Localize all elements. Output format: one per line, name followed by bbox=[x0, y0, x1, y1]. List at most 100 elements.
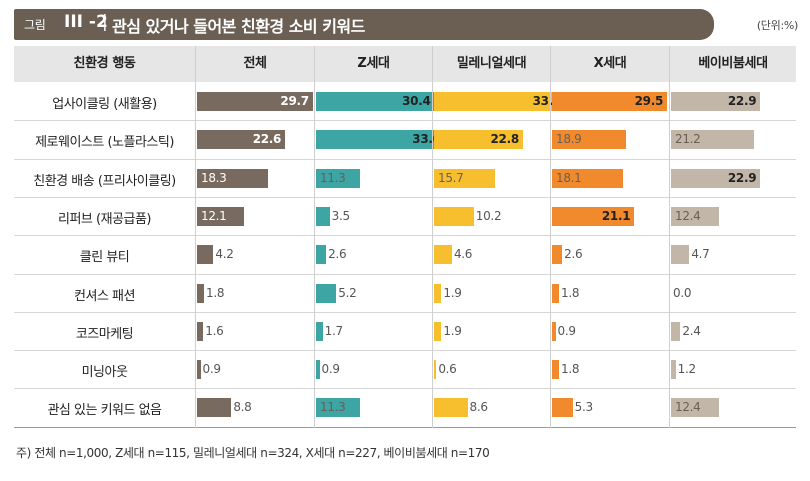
row-label: 컨셔스 패션 bbox=[74, 289, 135, 304]
bar bbox=[552, 245, 563, 264]
unit-label: (단위:%) bbox=[756, 19, 798, 32]
column-divider bbox=[314, 46, 315, 428]
bar bbox=[552, 169, 623, 188]
data-label: 2.6 bbox=[564, 247, 583, 261]
data-label: 4.7 bbox=[691, 247, 710, 261]
data-label: 8.8 bbox=[233, 400, 252, 414]
bar bbox=[434, 130, 523, 149]
bar bbox=[316, 130, 445, 149]
data-label: 0.0 bbox=[673, 286, 692, 300]
row-label: 친환경 배송 (프리사이클링) bbox=[33, 174, 176, 189]
bar bbox=[197, 284, 205, 303]
bar bbox=[552, 322, 556, 341]
bar bbox=[671, 207, 720, 226]
data-label: 8.6 bbox=[469, 400, 488, 414]
bar bbox=[197, 92, 313, 111]
row-label: 클린 뷰티 bbox=[79, 250, 130, 265]
column-divider bbox=[195, 46, 196, 428]
data-label: 1.2 bbox=[677, 362, 696, 376]
data-label: 29.5 bbox=[634, 94, 664, 108]
data-label: 3.5 bbox=[331, 209, 350, 223]
bar bbox=[552, 130, 626, 149]
column-header-4: 베이비붐세대 bbox=[698, 56, 768, 71]
table-bottom-rule bbox=[14, 427, 796, 428]
data-label: 1.9 bbox=[443, 324, 462, 338]
bar bbox=[316, 207, 330, 226]
data-label: 18.1 bbox=[556, 171, 582, 185]
data-label: 4.6 bbox=[453, 247, 473, 261]
row-label: 코즈마케팅 bbox=[75, 327, 134, 342]
column-divider bbox=[550, 46, 551, 428]
data-label: 29.7 bbox=[280, 94, 309, 108]
bar bbox=[671, 322, 681, 341]
row-label: 관심 있는 키워드 없음 bbox=[47, 403, 162, 418]
bar bbox=[197, 245, 214, 264]
data-label: 0.9 bbox=[202, 362, 221, 376]
figure-label: 그림 bbox=[24, 18, 46, 32]
data-label: 30.4 bbox=[402, 94, 431, 108]
bar bbox=[671, 169, 761, 188]
bar bbox=[552, 398, 573, 417]
row-divider bbox=[14, 159, 796, 160]
data-label: 1.9 bbox=[443, 286, 462, 300]
figure-title-bar: 그림 III -2 | 관심 있거나 들어본 친환경 소비 키워드 bbox=[14, 9, 714, 40]
bar bbox=[671, 245, 690, 264]
column-divider bbox=[432, 46, 433, 428]
data-label: 18.3 bbox=[201, 171, 227, 185]
row-label: 업사이클링 (새활용) bbox=[52, 97, 157, 112]
data-label: 22.9 bbox=[727, 171, 757, 185]
data-label: 0.9 bbox=[557, 324, 576, 338]
bar bbox=[552, 207, 635, 226]
data-label: 5.2 bbox=[338, 286, 357, 300]
data-label: 12.1 bbox=[201, 209, 227, 223]
row-divider bbox=[14, 120, 796, 121]
bar bbox=[552, 92, 668, 111]
title-separator: | bbox=[102, 12, 108, 32]
data-label: 18.9 bbox=[556, 132, 582, 146]
data-label: 2.6 bbox=[328, 247, 347, 261]
bar bbox=[434, 360, 437, 379]
row-divider bbox=[14, 388, 796, 389]
bar bbox=[671, 360, 676, 379]
data-label: 22.8 bbox=[490, 132, 519, 146]
data-label: 10.2 bbox=[475, 209, 502, 223]
column-header-0: 전체 bbox=[243, 56, 267, 71]
data-label: 1.7 bbox=[324, 324, 343, 338]
figure-title: 관심 있거나 들어본 친환경 소비 키워드 bbox=[112, 17, 365, 36]
bar bbox=[434, 92, 566, 111]
bar bbox=[316, 360, 320, 379]
data-label: 0.6 bbox=[438, 362, 457, 376]
bar bbox=[552, 360, 560, 379]
bar bbox=[434, 169, 496, 188]
data-label: 4.2 bbox=[215, 247, 234, 261]
column-divider bbox=[669, 46, 670, 428]
bar bbox=[197, 322, 204, 341]
bar bbox=[316, 92, 435, 111]
data-label: 11.3 bbox=[320, 171, 346, 185]
bar bbox=[434, 398, 468, 417]
data-label: 1.8 bbox=[206, 286, 225, 300]
data-label: 12.4 bbox=[675, 209, 701, 223]
bar bbox=[434, 207, 474, 226]
row-label: 리퍼브 (재공급품) bbox=[58, 212, 152, 227]
data-label: 21.1 bbox=[601, 209, 631, 223]
bar bbox=[197, 398, 232, 417]
bar bbox=[671, 92, 761, 111]
data-label: 22.9 bbox=[727, 94, 757, 108]
row-header: 친환경 행동 bbox=[73, 56, 136, 71]
row-label: 미닝아웃 bbox=[81, 365, 128, 380]
row-label: 제로웨이스트 (노플라스틱) bbox=[35, 135, 174, 150]
data-label: 1.6 bbox=[205, 324, 224, 338]
column-header-3: X세대 bbox=[593, 56, 627, 71]
figure-number: III -2 bbox=[64, 12, 108, 32]
bar bbox=[197, 360, 201, 379]
bar bbox=[434, 322, 442, 341]
bar bbox=[671, 398, 720, 417]
column-header-1: Z세대 bbox=[357, 56, 390, 71]
footnote: 주) 전체 n=1,000, Z세대 n=115, 밀레니얼세대 n=324, … bbox=[16, 446, 490, 460]
data-label: 5.3 bbox=[574, 400, 593, 414]
bar bbox=[552, 284, 560, 303]
bar bbox=[197, 169, 269, 188]
bar bbox=[316, 284, 337, 303]
table-header: 친환경 행동 전체 Z세대 밀레니얼세대 X세대 베이비붐세대 bbox=[14, 46, 796, 82]
